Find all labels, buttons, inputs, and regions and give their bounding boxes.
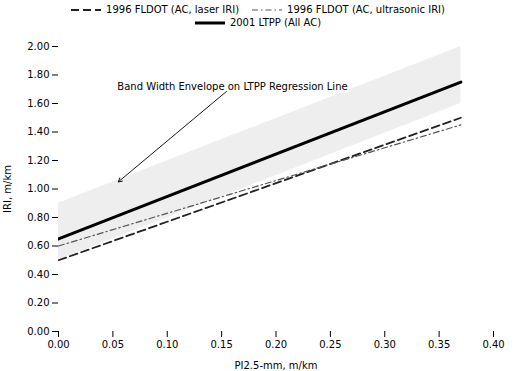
html-text:1996 FLDOT (AC, ultrasonic IRI: 1996 FLDOT (AC, ultrasonic IRI) xyxy=(287,4,445,15)
svg-text:1.80: 1.80 xyxy=(27,69,49,80)
svg-text:1.60: 1.60 xyxy=(27,98,49,109)
svg-text:0.60: 0.60 xyxy=(27,240,49,251)
svg-text:0.25: 0.25 xyxy=(319,339,341,350)
svg-text:0.20: 0.20 xyxy=(27,297,49,308)
svg-text:1.00: 1.00 xyxy=(27,183,49,194)
html-text:2001 LTPP (All AC): 2001 LTPP (All AC) xyxy=(229,17,322,28)
svg-text:0.30: 0.30 xyxy=(374,339,396,350)
svg-text:0.00: 0.00 xyxy=(27,326,49,337)
svg-text:Band Width Envelope on LTPP Re: Band Width Envelope on LTPP Regression L… xyxy=(117,81,347,92)
svg-text:0.15: 0.15 xyxy=(210,339,232,350)
html-text:1996 FLDOT (AC, laser IRI): 1996 FLDOT (AC, laser IRI) xyxy=(106,4,240,15)
svg-text:0.00: 0.00 xyxy=(47,339,69,350)
svg-text:0.20: 0.20 xyxy=(265,339,287,350)
svg-text:0.40: 0.40 xyxy=(482,339,504,350)
svg-text:PI2.5-mm, m/km: PI2.5-mm, m/km xyxy=(235,360,318,371)
svg-text:0.10: 0.10 xyxy=(156,339,178,350)
svg-text:0.05: 0.05 xyxy=(102,339,124,350)
svg-text:IRI, m/km: IRI, m/km xyxy=(2,165,13,213)
svg-text:0.35: 0.35 xyxy=(428,339,450,350)
svg-text:1.40: 1.40 xyxy=(27,126,49,137)
svg-text:2.00: 2.00 xyxy=(27,41,49,52)
svg-text:0.80: 0.80 xyxy=(27,212,49,223)
svg-text:1.20: 1.20 xyxy=(27,155,49,166)
svg-text:0.40: 0.40 xyxy=(27,269,49,280)
